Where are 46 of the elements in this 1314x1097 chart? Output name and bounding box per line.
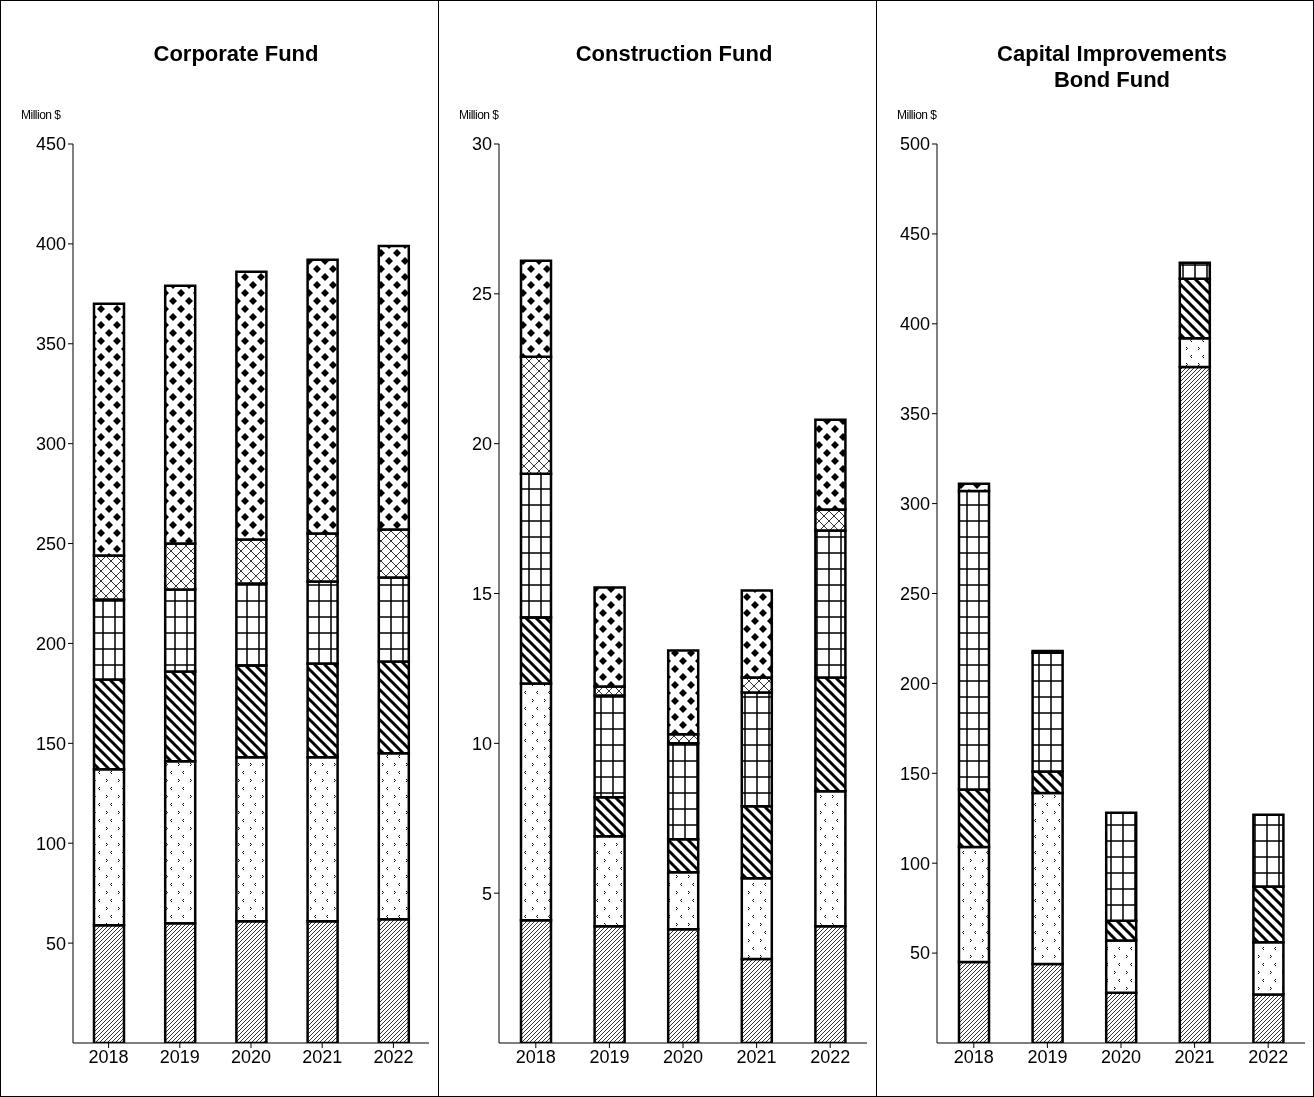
y-tick-label: 200 xyxy=(35,633,66,654)
x-tick-label: 2019 xyxy=(1027,1046,1068,1067)
y-tick-label: 400 xyxy=(35,234,66,255)
x-tick-label: 2021 xyxy=(1174,1046,1215,1067)
y-tick-label: 10 xyxy=(471,733,492,754)
y-tick-label: 5 xyxy=(481,883,492,904)
y-tick-label: 300 xyxy=(899,493,930,514)
y-tick-label: 500 xyxy=(899,134,930,155)
y-axis-title: Million $ xyxy=(897,108,937,122)
x-tick-label: 2022 xyxy=(373,1046,414,1067)
y-tick-label: 400 xyxy=(899,314,930,335)
y-tick-label: 250 xyxy=(899,583,930,604)
y-tick-label: 200 xyxy=(899,673,930,694)
y-axis-title: Million $ xyxy=(459,108,499,122)
x-tick-label: 2019 xyxy=(159,1046,200,1067)
chart-title: Corporate Fund xyxy=(152,41,320,67)
x-tick-label: 2018 xyxy=(88,1046,129,1067)
y-tick-label: 50 xyxy=(45,933,66,954)
y-tick-label: 30 xyxy=(471,134,492,155)
y-tick-label: 250 xyxy=(35,533,66,554)
y-tick-label: 15 xyxy=(471,583,492,604)
y-tick-label: 20 xyxy=(471,434,492,455)
y-tick-label: 300 xyxy=(35,434,66,455)
x-tick-label: 2020 xyxy=(1100,1046,1142,1067)
y-tick-label: 100 xyxy=(35,833,66,854)
x-tick-label: 2018 xyxy=(953,1046,994,1067)
x-tick-label: 2021 xyxy=(736,1046,777,1067)
y-tick-label: 150 xyxy=(899,763,930,784)
x-tick-label: 2022 xyxy=(1248,1046,1289,1067)
x-tick-label: 2022 xyxy=(810,1046,851,1067)
chart-title: Capital Improvements Bond Fund xyxy=(996,41,1228,93)
x-tick-label: 2020 xyxy=(662,1046,704,1067)
y-axis-title: Million $ xyxy=(21,108,61,122)
chart-title: Construction Fund xyxy=(574,41,774,67)
y-tick-label: 150 xyxy=(35,733,66,754)
y-tick-label: 25 xyxy=(471,284,492,305)
x-tick-label: 2021 xyxy=(302,1046,343,1067)
x-tick-label: 2019 xyxy=(589,1046,630,1067)
y-tick-label: 450 xyxy=(899,224,930,245)
y-tick-label: 450 xyxy=(35,134,66,155)
x-tick-label: 2020 xyxy=(230,1046,272,1067)
y-tick-label: 350 xyxy=(899,404,930,425)
y-tick-label: 50 xyxy=(909,943,930,964)
x-tick-label: 2018 xyxy=(515,1046,556,1067)
y-tick-label: 100 xyxy=(899,853,930,874)
y-tick-label: 350 xyxy=(35,334,66,355)
